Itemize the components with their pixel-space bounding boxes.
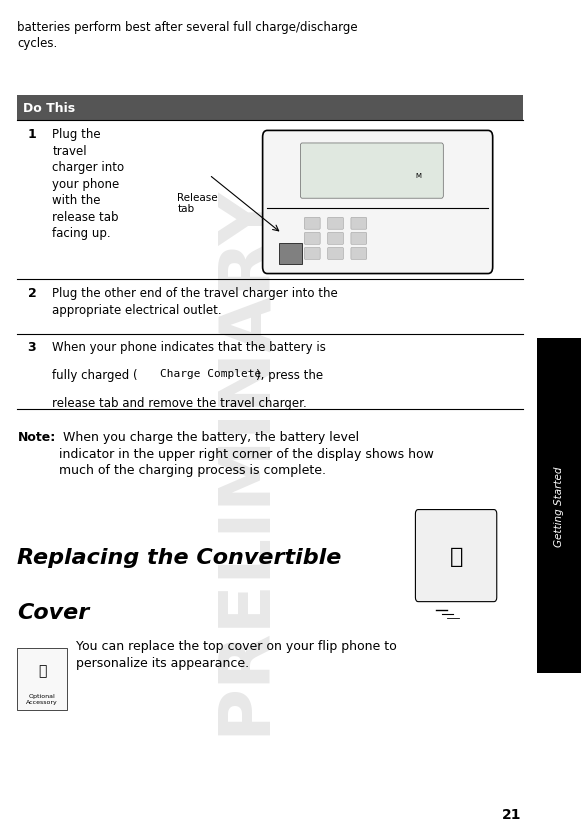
FancyBboxPatch shape — [328, 218, 343, 230]
Text: Cover: Cover — [17, 602, 89, 622]
Text: When your phone indicates that the battery is: When your phone indicates that the batte… — [52, 341, 326, 354]
FancyBboxPatch shape — [351, 248, 367, 260]
Text: Note:: Note: — [17, 431, 56, 444]
FancyBboxPatch shape — [300, 144, 443, 199]
Text: 3: 3 — [28, 341, 36, 354]
Text: Replacing the Convertible: Replacing the Convertible — [17, 548, 342, 568]
Text: Plug the
travel
charger into
your phone
with the
release tab
facing up.: Plug the travel charger into your phone … — [52, 128, 124, 240]
Text: 1: 1 — [27, 128, 37, 141]
Text: 🔧: 🔧 — [38, 664, 46, 678]
FancyBboxPatch shape — [328, 248, 343, 260]
Text: Getting Started: Getting Started — [554, 466, 564, 546]
FancyBboxPatch shape — [328, 233, 343, 245]
Text: Optional
Accessory: Optional Accessory — [26, 694, 58, 704]
Text: PRELIMINARY: PRELIMINARY — [210, 185, 278, 735]
Text: When you charge the battery, the battery level
indicator in the upper right corn: When you charge the battery, the battery… — [59, 431, 434, 477]
FancyBboxPatch shape — [304, 233, 320, 245]
Text: ), press the: ), press the — [256, 369, 323, 382]
FancyBboxPatch shape — [263, 131, 493, 274]
FancyBboxPatch shape — [351, 218, 367, 230]
Text: Charge Complete: Charge Complete — [160, 369, 261, 379]
Text: 21: 21 — [501, 807, 521, 821]
Bar — [279, 244, 302, 265]
Bar — [17, 96, 523, 121]
FancyBboxPatch shape — [415, 510, 497, 602]
Text: Release
tab: Release tab — [177, 192, 218, 214]
Circle shape — [404, 155, 433, 196]
Text: M: M — [415, 172, 421, 179]
Text: release tab and remove the travel charger.: release tab and remove the travel charge… — [52, 396, 307, 410]
Bar — [537, 339, 581, 673]
Text: 📱: 📱 — [449, 546, 463, 566]
Text: Plug the other end of the travel charger into the
appropriate electrical outlet.: Plug the other end of the travel charger… — [52, 287, 338, 316]
FancyBboxPatch shape — [304, 248, 320, 260]
Text: 2: 2 — [27, 287, 37, 300]
Text: Do This: Do This — [23, 102, 76, 115]
FancyBboxPatch shape — [304, 218, 320, 230]
FancyBboxPatch shape — [351, 233, 367, 245]
Text: fully charged (: fully charged ( — [52, 369, 138, 382]
Bar — [17, 648, 67, 711]
Text: You can replace the top cover on your flip phone to
personalize its appearance.: You can replace the top cover on your fl… — [76, 640, 396, 670]
Text: batteries perform best after several full charge/discharge
cycles.: batteries perform best after several ful… — [17, 21, 358, 50]
